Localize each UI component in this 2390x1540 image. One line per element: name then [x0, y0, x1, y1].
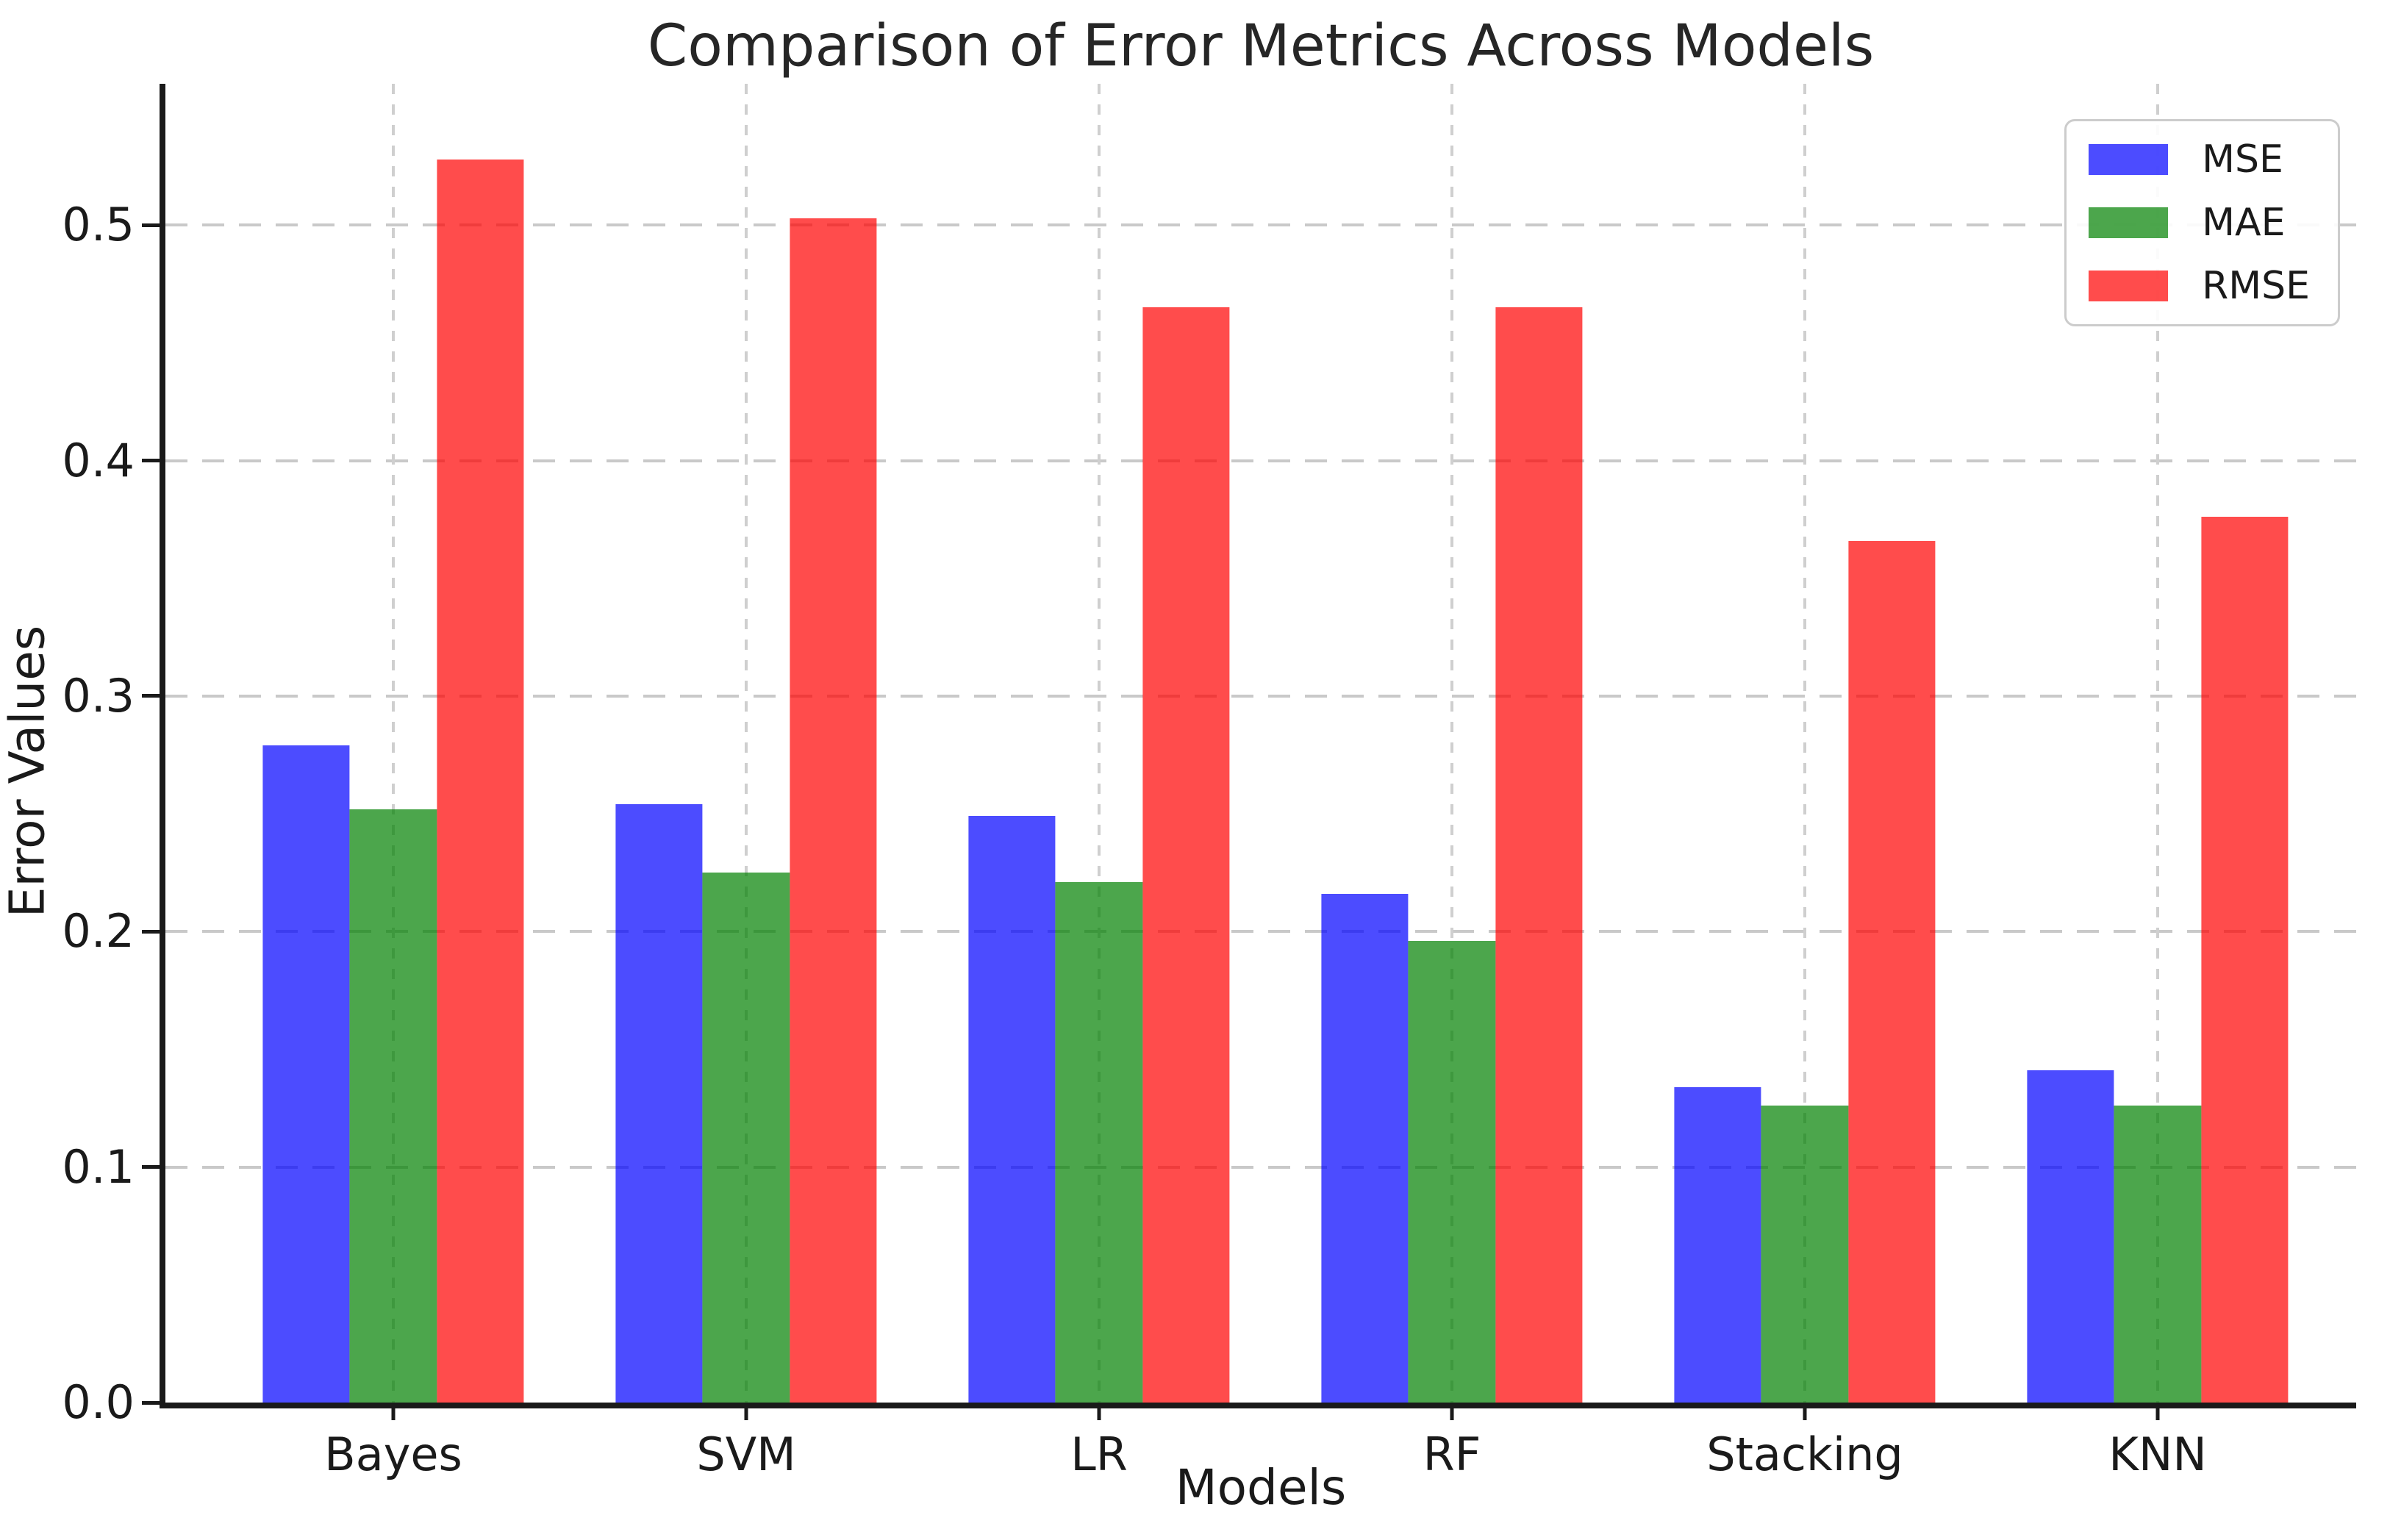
- v-gridline-svm: [745, 84, 748, 1403]
- x-tick-label-lr: LR: [1070, 1428, 1128, 1481]
- legend-swatch-rmse: [2089, 271, 2169, 301]
- v-gridline-stacking: [1803, 84, 1806, 1403]
- x-tick-mark-knn: [2155, 1408, 2160, 1420]
- y-tick-label-0.5: 0.5: [62, 198, 135, 252]
- y-tick-mark-0.5: [142, 223, 160, 227]
- bar-group-knn: [2027, 84, 2289, 1403]
- category-slot-stacking: Stacking: [1628, 84, 1981, 1481]
- legend-label-rmse: RMSE: [2202, 264, 2310, 308]
- category-slots: Bayes SVM LR RF Stacking KNN: [165, 84, 2356, 1481]
- bar-group-svm: [615, 84, 877, 1403]
- bar-group-bayes: [262, 84, 524, 1403]
- v-gridline-lr: [1098, 84, 1101, 1403]
- bar-rf-rmse: [1495, 307, 1583, 1403]
- bar-group-lr: [968, 84, 1230, 1403]
- y-tick-label-0.3: 0.3: [62, 668, 135, 723]
- v-gridline-rf: [1450, 84, 1453, 1403]
- y-tick-label-0.1: 0.1: [62, 1139, 135, 1194]
- y-tick-mark-0.1: [142, 1165, 160, 1170]
- y-tick-label-0.2: 0.2: [62, 904, 135, 959]
- h-gridline-0.3: [165, 694, 2356, 698]
- chart-title: Comparison of Error Metrics Across Model…: [647, 13, 1875, 79]
- legend-row-rmse: RMSE: [2089, 267, 2310, 305]
- x-tick-mark-stacking: [1803, 1408, 1807, 1420]
- bar-svm-rmse: [790, 218, 877, 1403]
- category-slot-knn: KNN: [1981, 84, 2334, 1481]
- x-tick-mark-lr: [1097, 1408, 1101, 1420]
- legend-label-mse: MSE: [2202, 137, 2283, 182]
- x-tick-label-rf: RF: [1423, 1428, 1481, 1481]
- h-gridline-0.1: [165, 1165, 2356, 1169]
- y-tick-label-0.0: 0.0: [62, 1375, 135, 1429]
- x-axis-label: Models: [1175, 1459, 1347, 1516]
- bar-rf-mae: [1408, 941, 1496, 1403]
- x-tick-label-stacking: Stacking: [1706, 1428, 1903, 1481]
- legend-label-mae: MAE: [2202, 201, 2286, 245]
- x-axis-spine: [160, 1403, 2356, 1408]
- bar-stacking-mae: [1761, 1106, 1849, 1403]
- legend: MSE MAE RMSE: [2064, 119, 2340, 326]
- bar-knn-rmse: [2201, 517, 2289, 1403]
- y-axis-label: Error Values: [0, 625, 56, 918]
- bar-svm-mae: [702, 873, 790, 1403]
- legend-swatch-mae: [2089, 207, 2169, 238]
- v-gridline-knn: [2156, 84, 2159, 1403]
- v-gridline-bayes: [392, 84, 395, 1403]
- bar-stacking-mse: [1674, 1086, 1761, 1403]
- bar-group-rf: [1321, 84, 1583, 1403]
- x-tick-label-svm: SVM: [696, 1428, 796, 1481]
- category-slot-rf: RF: [1275, 84, 1628, 1481]
- bar-bayes-mse: [262, 745, 350, 1403]
- y-tick-mark-0.3: [142, 694, 160, 698]
- bar-stacking-rmse: [1848, 540, 1936, 1403]
- bar-group-stacking: [1674, 84, 1936, 1403]
- legend-row-mse: MSE: [2089, 140, 2310, 179]
- category-slot-bayes: Bayes: [217, 84, 570, 1481]
- bar-bayes-mae: [349, 809, 437, 1403]
- y-tick-mark-0.4: [142, 459, 160, 463]
- x-tick-mark-bayes: [391, 1408, 396, 1420]
- bar-knn-mae: [2114, 1106, 2202, 1403]
- bar-lr-rmse: [1142, 307, 1230, 1403]
- bar-lr-mae: [1055, 882, 1143, 1403]
- bar-svm-mse: [615, 804, 703, 1403]
- category-slot-lr: LR: [923, 84, 1275, 1481]
- legend-row-mae: MAE: [2089, 204, 2310, 242]
- bar-knn-mse: [2027, 1070, 2114, 1403]
- bar-lr-mse: [968, 816, 1056, 1403]
- x-tick-mark-rf: [1450, 1408, 1454, 1420]
- category-slot-svm: SVM: [570, 84, 923, 1481]
- y-axis-spine: [160, 84, 165, 1408]
- plot-area: 0.0 0.1 0.2 0.3 0.4 0.5 Bayes SVM LR RF Stacking K…: [62, 84, 2356, 1481]
- y-tick-label-0.4: 0.4: [62, 433, 135, 487]
- legend-swatch-mse: [2089, 144, 2169, 175]
- x-tick-label-knn: KNN: [2108, 1428, 2207, 1481]
- x-tick-label-bayes: Bayes: [324, 1428, 462, 1481]
- x-tick-mark-svm: [744, 1408, 748, 1420]
- y-tick-mark-0.2: [142, 929, 160, 934]
- y-tick-mark-0.0: [142, 1400, 160, 1405]
- h-gridline-0.2: [165, 930, 2356, 934]
- bar-rf-mse: [1321, 894, 1409, 1403]
- bar-bayes-rmse: [437, 159, 524, 1403]
- h-gridline-0.4: [165, 459, 2356, 462]
- h-gridline-0.5: [165, 223, 2356, 227]
